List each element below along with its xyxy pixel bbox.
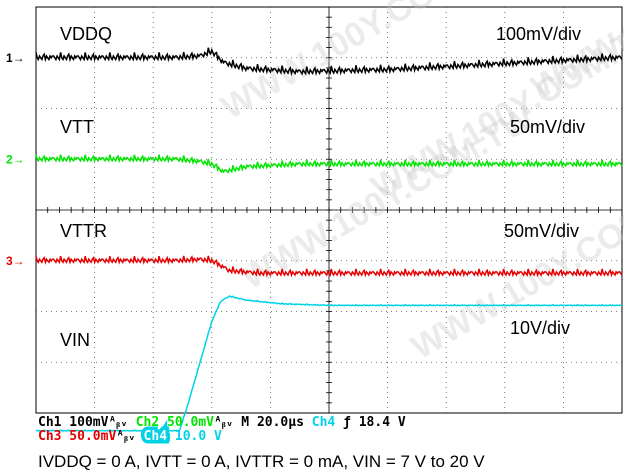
status-segment: M 20.0µs: [233, 415, 303, 430]
status-segment: Ch4: [304, 415, 335, 430]
status-segment: 50.0mV: [61, 429, 116, 444]
channel-name-vtt: VTT: [60, 117, 94, 137]
channel-labels: VDDQ 100mV/div VTT 50mV/div VTTR 50mV/div VIN 1…: [60, 24, 585, 350]
status-segment: Ch2: [128, 415, 159, 430]
trace-ch1: [35, 47, 623, 77]
caption: IVDDQ = 0 A, IVTT = 0 A, IVTTR = 0 mA, V…: [38, 452, 485, 471]
channel-scale-vttr: 50mV/div: [504, 221, 579, 241]
channel-scale-vtt: 50mV/div: [510, 117, 585, 137]
channel-markers: 1→2→3→4→: [6, 51, 25, 268]
channel-name-vin: VIN: [60, 330, 90, 350]
status-segment: Ch3: [38, 429, 61, 444]
graticule: [35, 6, 623, 414]
channel-marker-3: 3→: [6, 254, 25, 268]
status-segment: ᴬᵦᵥ: [214, 415, 233, 430]
status-segment: ᴬᵦᵥ: [108, 415, 127, 430]
channel-marker-1: 1→: [6, 51, 25, 65]
channel-name-vttr: VTTR: [60, 221, 107, 241]
status-segment: 50.0mV: [159, 415, 214, 430]
channel-name-vddq: VDDQ: [60, 24, 112, 44]
status-segment: 18.4 V: [351, 415, 406, 430]
status-line-1: Ch1 100mVᴬᵦᵥ Ch2 50.0mVᴬᵦᵥ M 20.0µs Ch4 …: [38, 415, 406, 430]
channel-scale-vin: 10V/div: [510, 318, 570, 338]
status-segment: 10.0 V: [167, 429, 222, 444]
traces: [35, 47, 623, 432]
status-segment: 100mV: [61, 415, 108, 430]
status-segment: ƒ: [335, 415, 351, 430]
trace-ch4: [35, 295, 623, 432]
trace-ch3: [35, 255, 623, 278]
status-segment: Ch4: [136, 429, 167, 444]
status-segment: ᴬᵦᵥ: [116, 429, 135, 444]
channel-marker-2: 2→: [6, 152, 25, 166]
channel-scale-vddq: 100mV/div: [496, 24, 581, 44]
trace-ch2: [35, 154, 623, 174]
status-line-2: Ch3 50.0mVᴬᵦᵥ Ch4 10.0 V: [38, 429, 222, 444]
status-segment: Ch1: [38, 415, 62, 430]
